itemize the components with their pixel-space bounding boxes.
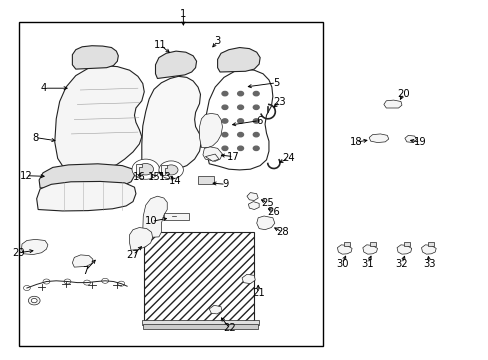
Circle shape bbox=[102, 278, 108, 283]
Text: 33: 33 bbox=[422, 258, 435, 269]
Circle shape bbox=[253, 119, 259, 123]
Polygon shape bbox=[403, 242, 409, 246]
Polygon shape bbox=[421, 245, 435, 254]
Text: 21: 21 bbox=[251, 288, 264, 298]
Circle shape bbox=[253, 91, 259, 96]
Polygon shape bbox=[427, 242, 433, 246]
Circle shape bbox=[222, 91, 227, 96]
Polygon shape bbox=[37, 181, 136, 211]
Circle shape bbox=[222, 119, 227, 123]
Circle shape bbox=[159, 161, 183, 179]
Circle shape bbox=[28, 296, 40, 305]
Text: 28: 28 bbox=[276, 227, 288, 237]
Text: 29: 29 bbox=[12, 248, 25, 258]
Polygon shape bbox=[21, 239, 48, 255]
Circle shape bbox=[23, 285, 30, 291]
Circle shape bbox=[253, 132, 259, 137]
Circle shape bbox=[237, 132, 243, 137]
Text: 20: 20 bbox=[396, 89, 409, 99]
Text: 16: 16 bbox=[133, 172, 145, 182]
Text: 26: 26 bbox=[267, 207, 280, 217]
Polygon shape bbox=[203, 147, 222, 161]
Circle shape bbox=[237, 146, 243, 150]
Circle shape bbox=[132, 159, 159, 179]
Circle shape bbox=[43, 279, 50, 284]
Text: 18: 18 bbox=[349, 137, 362, 147]
Text: 27: 27 bbox=[126, 250, 139, 260]
Polygon shape bbox=[72, 255, 93, 267]
Polygon shape bbox=[205, 154, 219, 161]
Text: 8: 8 bbox=[32, 132, 38, 143]
Circle shape bbox=[83, 280, 90, 285]
Text: 24: 24 bbox=[282, 153, 294, 163]
Polygon shape bbox=[142, 76, 201, 171]
Text: 23: 23 bbox=[273, 96, 285, 107]
Polygon shape bbox=[72, 46, 118, 69]
Polygon shape bbox=[142, 196, 167, 238]
Text: 15: 15 bbox=[147, 172, 160, 182]
Circle shape bbox=[237, 105, 243, 109]
Text: 22: 22 bbox=[223, 323, 236, 333]
Polygon shape bbox=[205, 69, 272, 170]
Bar bbox=[142, 320, 259, 325]
Text: 14: 14 bbox=[168, 176, 181, 186]
Text: 13: 13 bbox=[159, 172, 171, 182]
Polygon shape bbox=[337, 245, 351, 254]
Circle shape bbox=[253, 146, 259, 150]
Polygon shape bbox=[344, 242, 349, 246]
Text: 12: 12 bbox=[20, 171, 32, 181]
Polygon shape bbox=[396, 245, 411, 254]
Text: 10: 10 bbox=[145, 216, 158, 226]
Text: 17: 17 bbox=[227, 152, 240, 162]
Polygon shape bbox=[383, 100, 401, 108]
Circle shape bbox=[118, 281, 124, 286]
Text: 19: 19 bbox=[413, 137, 426, 147]
Circle shape bbox=[253, 105, 259, 109]
Polygon shape bbox=[136, 164, 142, 174]
Text: 11: 11 bbox=[154, 40, 166, 50]
Circle shape bbox=[31, 298, 37, 303]
Bar bbox=[143, 324, 257, 329]
Circle shape bbox=[237, 91, 243, 96]
Text: 4: 4 bbox=[41, 83, 47, 93]
Circle shape bbox=[222, 146, 227, 150]
Text: 1: 1 bbox=[180, 9, 186, 19]
Polygon shape bbox=[242, 274, 255, 284]
Text: 25: 25 bbox=[261, 198, 274, 208]
Bar bbox=[163, 213, 189, 220]
Circle shape bbox=[138, 163, 153, 175]
Circle shape bbox=[237, 119, 243, 123]
Polygon shape bbox=[199, 113, 222, 148]
Polygon shape bbox=[256, 216, 274, 230]
Polygon shape bbox=[155, 51, 196, 78]
Polygon shape bbox=[362, 245, 377, 254]
Bar bbox=[198, 176, 213, 184]
Polygon shape bbox=[129, 228, 152, 250]
Circle shape bbox=[64, 279, 71, 284]
Text: 5: 5 bbox=[272, 78, 279, 88]
Text: 6: 6 bbox=[255, 116, 262, 126]
Polygon shape bbox=[161, 165, 167, 175]
Polygon shape bbox=[39, 164, 134, 189]
Text: 9: 9 bbox=[222, 179, 229, 189]
Text: 32: 32 bbox=[395, 258, 407, 269]
Text: 31: 31 bbox=[361, 258, 373, 269]
Bar bbox=[19, 22, 322, 346]
Polygon shape bbox=[209, 305, 222, 314]
Circle shape bbox=[164, 165, 178, 175]
Polygon shape bbox=[369, 242, 375, 246]
Polygon shape bbox=[217, 48, 260, 72]
Bar bbox=[144, 232, 254, 321]
Polygon shape bbox=[246, 193, 258, 201]
Circle shape bbox=[222, 105, 227, 109]
Polygon shape bbox=[368, 134, 388, 143]
Text: 3: 3 bbox=[214, 36, 220, 46]
Polygon shape bbox=[248, 202, 259, 210]
Text: 30: 30 bbox=[335, 258, 348, 269]
Polygon shape bbox=[55, 66, 144, 169]
Polygon shape bbox=[404, 135, 416, 143]
Text: 7: 7 bbox=[82, 266, 89, 276]
Circle shape bbox=[222, 132, 227, 137]
